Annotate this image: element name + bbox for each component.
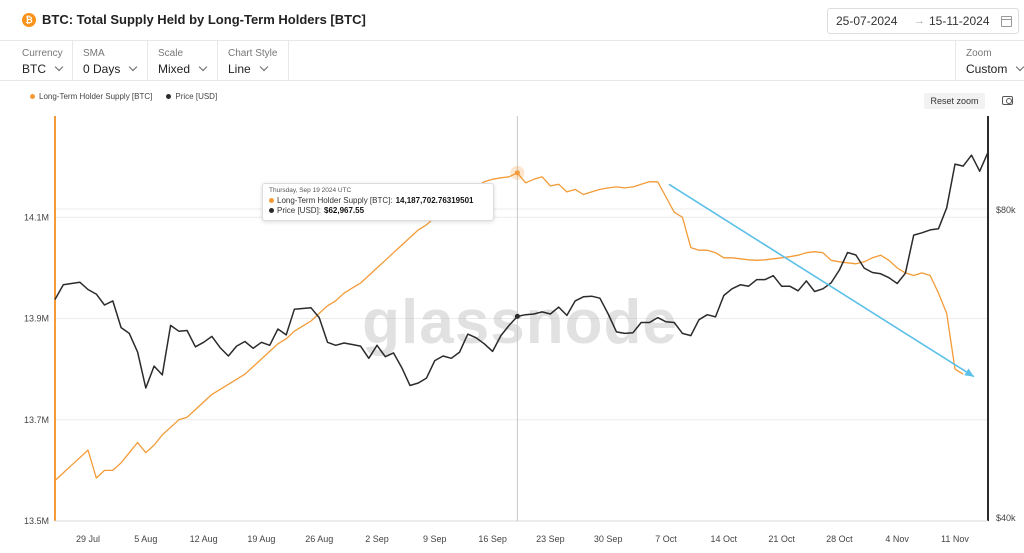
y-right-tick-label: $40k [996,513,1016,523]
zoom-value[interactable]: Custom [966,62,1024,76]
x-tick-label: 26 Aug [305,534,333,544]
x-tick-label: 28 Oct [826,534,853,544]
controls-bar: Currency BTC SMA 0 Days Scale Mixed Char… [0,40,1024,81]
chevron-down-icon [1016,62,1024,72]
chevron-down-icon [259,62,268,72]
page-title: BTC: Total Supply Held by Long-Term Hold… [42,12,366,27]
tooltip-supply-value: 14,187,702.76319501 [395,196,474,205]
tooltip-row-price: Price [USD]: $62,967.55 [269,206,487,215]
y-left-tick-label: 13.7M [24,415,49,425]
tooltip-price-label: Price [USD]: [277,206,322,215]
tooltip-price-value: $62,967.55 [324,206,365,215]
legend-label-supply: Long-Term Holder Supply [BTC] [39,92,153,101]
x-tick-label: 2 Sep [365,534,389,544]
sma-label: SMA [83,48,105,59]
annotation-arrow-head [964,368,974,377]
chevron-down-icon [129,62,138,72]
hover-point-supply [514,170,520,176]
currency-value-text: BTC [22,62,46,76]
hover-point-price [514,313,520,319]
scale-select[interactable]: Scale Mixed [148,41,218,81]
x-tick-label: 21 Oct [768,534,795,544]
date-to[interactable]: 15-11-2024 [929,14,990,28]
tooltip-supply-label: Long-Term Holder Supply [BTC]: [277,196,393,205]
date-from[interactable]: 25-07-2024 [836,14,898,28]
bitcoin-icon: ₿ [22,12,36,27]
y-left-tick-label: 13.9M [24,314,49,324]
x-tick-label: 14 Oct [711,534,738,544]
chart-style-value[interactable]: Line [228,62,268,76]
chevron-down-icon [198,62,208,72]
zoom-value-text: Custom [966,62,1008,76]
hover-tooltip: Thursday, Sep 19 2024 UTC Long-Term Hold… [262,183,494,221]
chart-style-label: Chart Style [228,48,278,59]
date-range-picker[interactable]: 25-07-2024 → 15-11-2024 [827,8,1019,34]
tooltip-dot-price [269,208,274,213]
y-left-tick-label: 14.1M [24,212,49,222]
reset-zoom-button[interactable]: Reset zoom [924,93,985,109]
scale-value-text: Mixed [158,62,191,76]
header: ₿ BTC: Total Supply Held by Long-Term Ho… [0,0,1024,40]
legend-item-supply[interactable]: Long-Term Holder Supply [BTC] [30,92,152,101]
x-tick-label: 5 Aug [134,534,157,544]
sma-value[interactable]: 0 Days [83,62,138,76]
x-tick-label: 16 Sep [478,534,507,544]
x-tick-label: 12 Aug [190,534,218,544]
legend-label-price: Price [USD] [175,92,218,101]
zoom-label: Zoom [966,48,992,59]
x-tick-label: 19 Aug [247,534,275,544]
y-left-tick-label: 13.5M [24,516,49,526]
y-right-tick-label: $80k [996,205,1016,215]
zoom-select[interactable]: Zoom Custom [955,41,1024,81]
chart-style-value-text: Line [228,62,251,76]
chart-style-select[interactable]: Chart Style Line [218,41,289,81]
tooltip-date: Thursday, Sep 19 2024 UTC [269,187,352,194]
calendar-icon[interactable] [1001,16,1012,27]
scale-label: Scale [158,48,184,59]
watermark: glassnode [362,288,678,357]
sma-value-text: 0 Days [83,62,121,76]
series-line-supply [54,172,964,481]
chart-legend: Long-Term Holder Supply [BTC] Price [USD… [30,92,217,101]
x-tick-label: 29 Jul [76,534,100,544]
legend-item-price[interactable]: Price [USD] [166,92,217,101]
chevron-down-icon [54,62,64,72]
annotation-arrow-line [668,183,975,378]
sma-select[interactable]: SMA 0 Days [73,41,148,81]
scale-value[interactable]: Mixed [158,62,208,76]
tooltip-dot-supply [269,198,274,203]
currency-label: Currency [22,48,63,59]
camera-icon[interactable] [1002,96,1013,105]
x-tick-label: 23 Sep [536,534,565,544]
x-tick-label: 11 Nov [941,534,969,544]
date-arrow-icon: → [914,15,925,27]
currency-select[interactable]: Currency BTC [12,41,73,81]
x-tick-label: 4 Nov [885,534,909,544]
x-tick-label: 30 Sep [594,534,623,544]
currency-value[interactable]: BTC [22,62,64,76]
legend-dot-supply [30,94,35,99]
tooltip-row-supply: Long-Term Holder Supply [BTC]: 14,187,70… [269,196,487,205]
title-wrap: ₿ BTC: Total Supply Held by Long-Term Ho… [22,12,366,27]
x-tick-label: 9 Sep [423,534,447,544]
legend-dot-price [166,94,172,99]
series-line-price [54,151,989,389]
x-tick-label: 7 Oct [655,534,677,544]
